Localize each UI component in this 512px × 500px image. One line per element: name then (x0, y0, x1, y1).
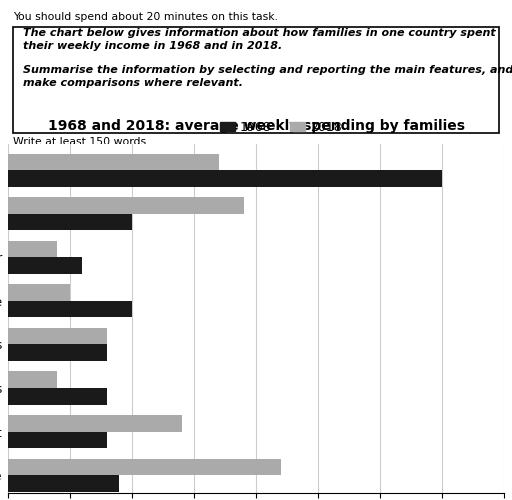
Bar (8, 214, 132, 230)
Bar (8, 170, 442, 187)
Text: The chart below gives information about how families in one country spent
their : The chart below gives information about … (23, 28, 495, 51)
Bar (8, 154, 219, 170)
Bar (8, 458, 281, 475)
Bar (8, 388, 107, 404)
FancyBboxPatch shape (13, 26, 499, 133)
Title: 1968 and 2018: average weekly spending by families: 1968 and 2018: average weekly spending b… (48, 119, 464, 133)
Legend: 1968, 2018: 1968, 2018 (215, 116, 347, 138)
Bar (8, 475, 119, 492)
Bar (8, 284, 70, 301)
Text: You should spend about 20 minutes on this task.: You should spend about 20 minutes on thi… (13, 12, 278, 22)
Text: Summarise the information by selecting and reporting the main features, and
make: Summarise the information by selecting a… (23, 65, 512, 88)
Bar (8, 344, 107, 361)
Bar (8, 241, 57, 258)
Bar (8, 372, 57, 388)
Bar (8, 197, 244, 214)
Bar (8, 328, 107, 344)
Bar (8, 415, 182, 432)
Bar (8, 258, 82, 274)
Text: Write at least 150 words.: Write at least 150 words. (13, 138, 149, 147)
Bar (8, 301, 132, 318)
Bar (8, 432, 107, 448)
